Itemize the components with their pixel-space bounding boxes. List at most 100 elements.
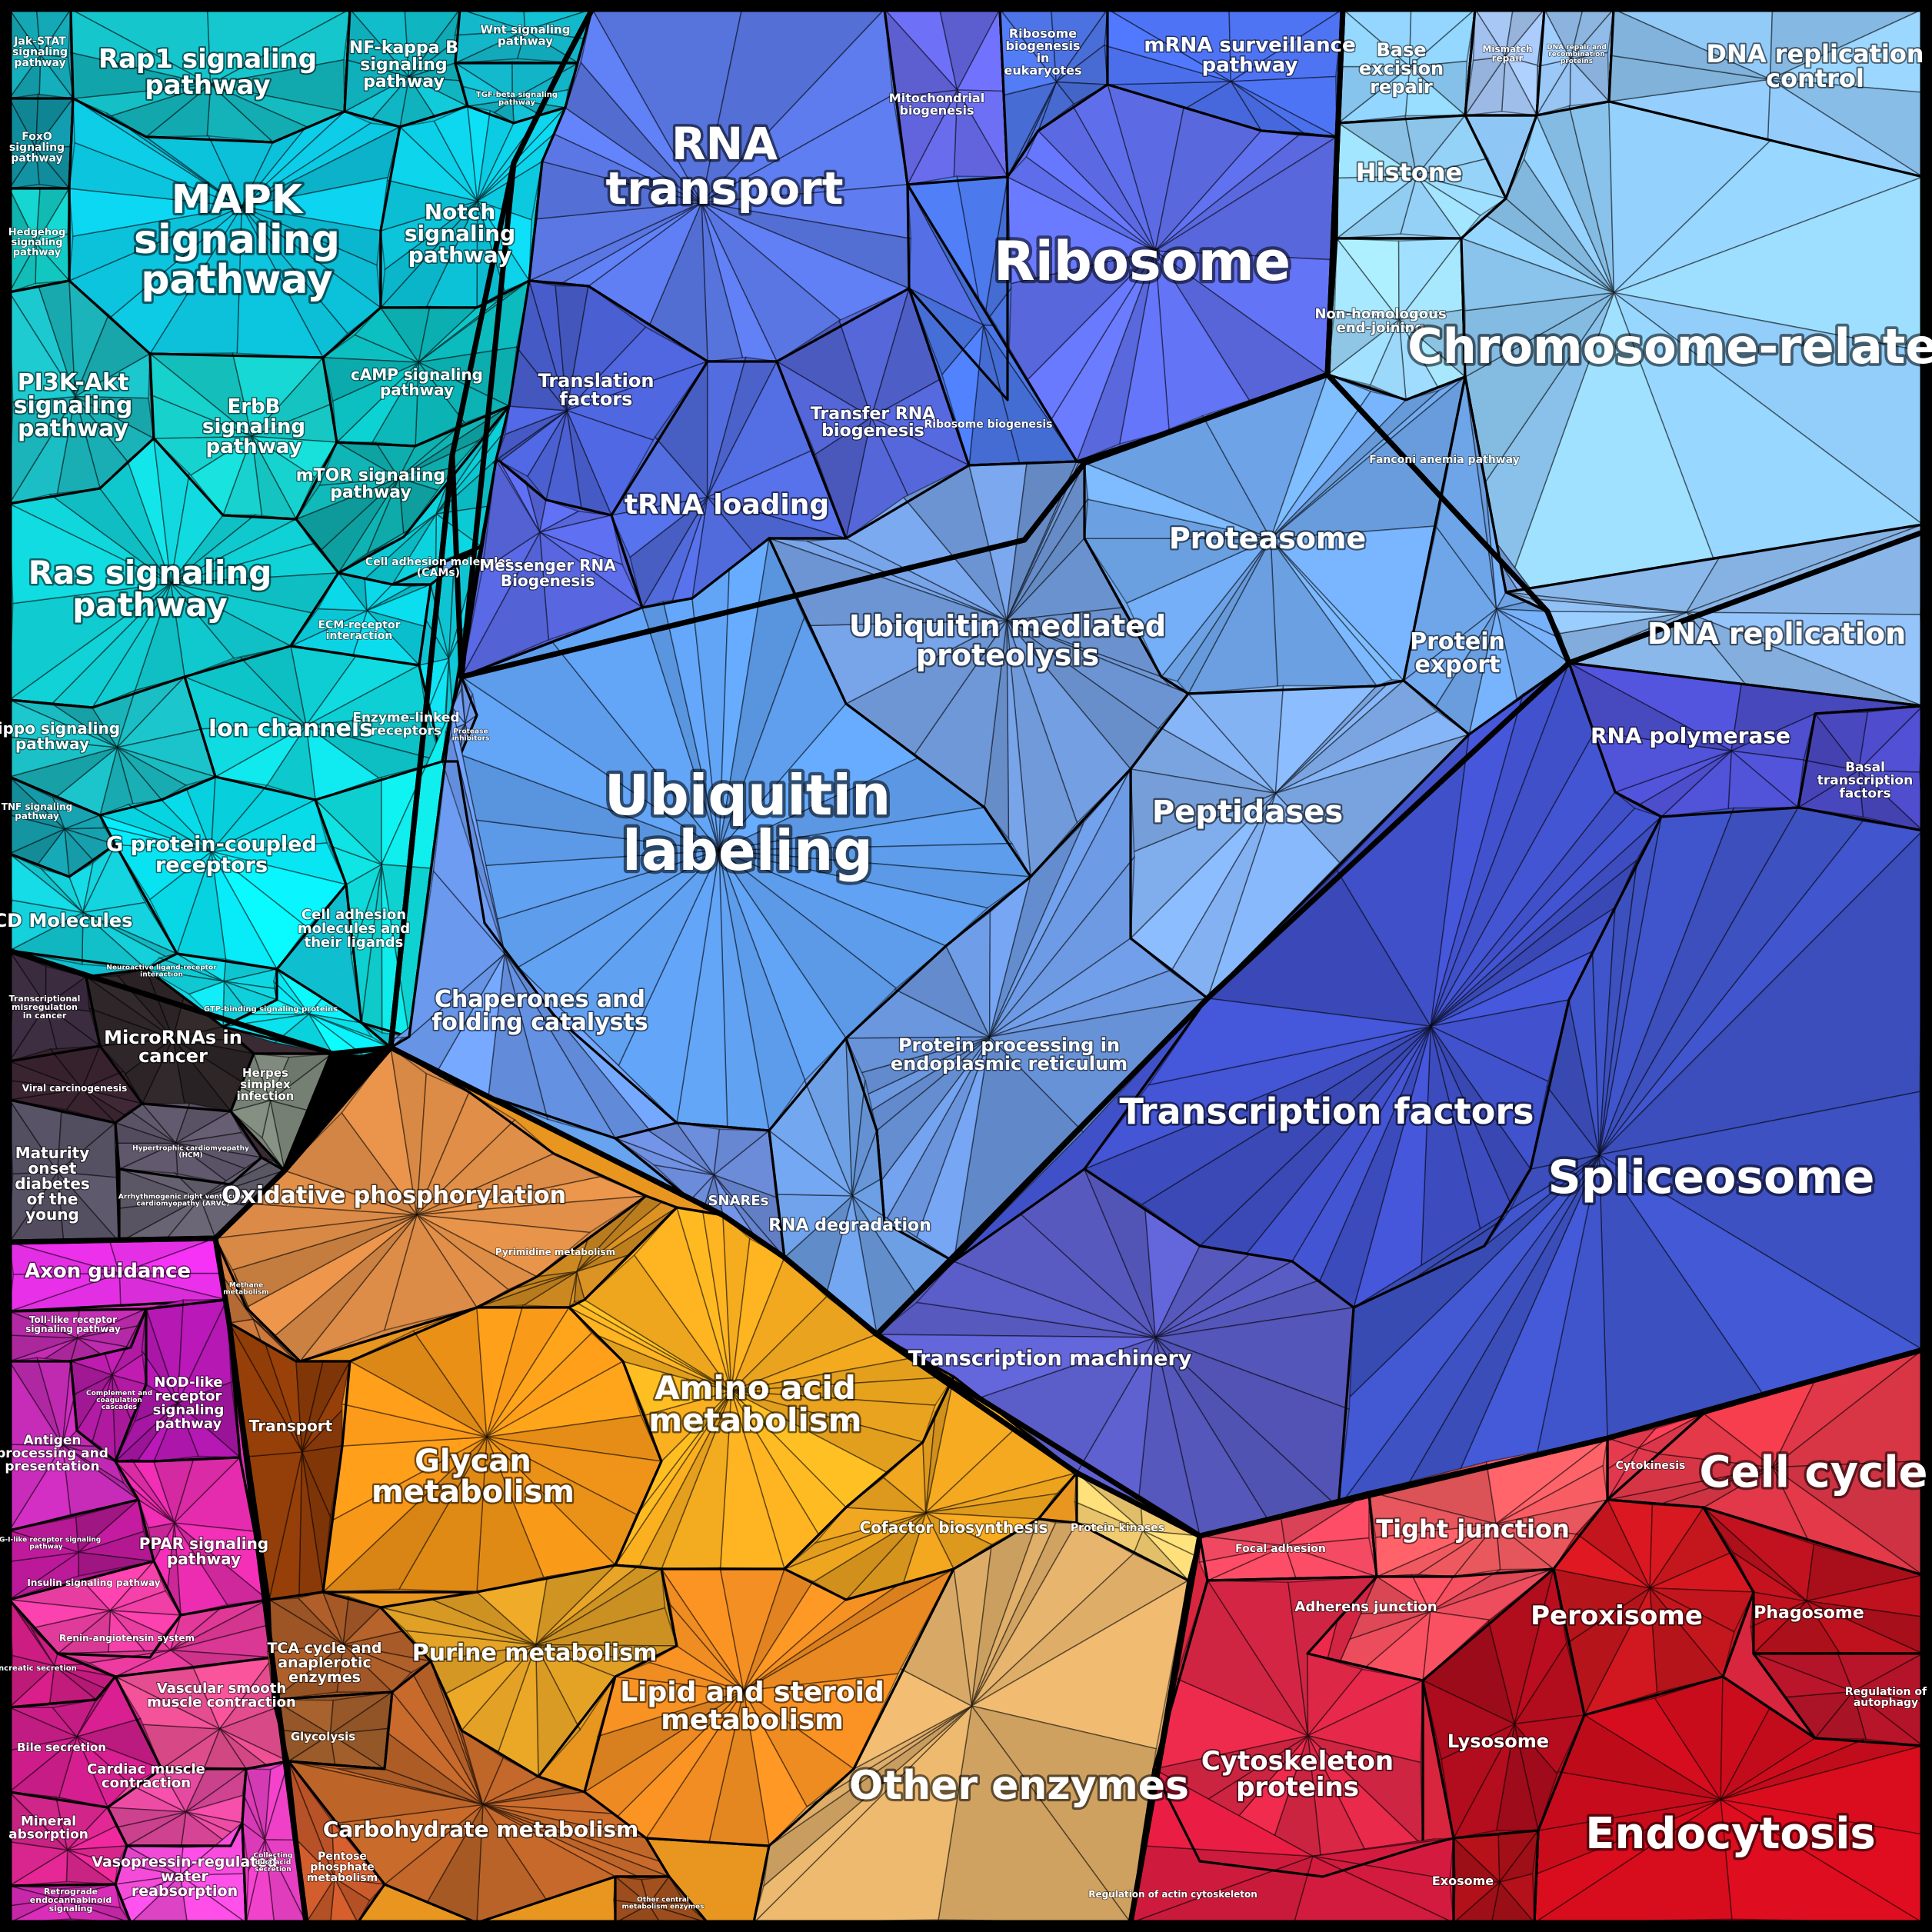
facet (1514, 1568, 1567, 1724)
facet (814, 1507, 926, 1544)
region-label: RNA polymerase (1591, 723, 1790, 748)
region-chaperones (389, 706, 678, 1140)
region-micrornas (84, 967, 255, 1113)
region-mapk (68, 97, 402, 361)
facet (49, 1045, 102, 1091)
facet (654, 359, 708, 499)
facet (58, 1884, 122, 1909)
facet (144, 135, 242, 208)
region-label: Ribosome biogenesis in eukaryotes (1004, 26, 1081, 78)
region-label: Ribosome biogenesis (924, 418, 1052, 431)
facet (488, 953, 549, 1121)
facet (580, 7, 702, 203)
facet (731, 1376, 955, 1406)
region-label: Bile secretion (17, 1740, 106, 1754)
facet (1270, 391, 1407, 540)
region-label: Proteasome (1169, 521, 1366, 555)
facet (1464, 55, 1507, 116)
facet (762, 1705, 972, 1888)
region-gpcr (98, 775, 348, 971)
region-label: Exosome (1432, 1874, 1494, 1888)
region-herpes (229, 1051, 335, 1173)
facet (48, 488, 172, 584)
facet (1504, 55, 1538, 118)
facet (701, 8, 894, 204)
region-trna-loading (610, 356, 848, 610)
region-ion (182, 645, 445, 801)
facet (970, 1579, 1190, 1750)
facet (381, 864, 410, 1038)
region-label: RNA degradation (768, 1216, 931, 1235)
region-protein-er (821, 767, 1210, 1264)
region-carbohydrate (287, 1660, 671, 1924)
region-pancreatic (7, 1597, 117, 1709)
facet (116, 1844, 181, 1877)
region-dna-replication (1504, 523, 1924, 708)
region-label: Methane metabolism (223, 1281, 268, 1296)
facet (1703, 1507, 1807, 1602)
region-mismatch (1464, 6, 1546, 118)
facet (81, 911, 148, 970)
region-pi3k (8, 279, 155, 506)
region-label: Focal adhesion (1235, 1543, 1326, 1555)
facet (1575, 1498, 1651, 1589)
facet (1730, 1550, 1807, 1602)
facet (1399, 174, 1463, 239)
region-label: Pyrimidine metabolism (495, 1247, 615, 1257)
facet (8, 1599, 55, 1667)
facet (1495, 1464, 1608, 1525)
region-transport (227, 1321, 351, 1601)
region-label: ErbB signaling pathway (202, 395, 305, 458)
facet (170, 582, 293, 659)
region-dna-replication-control (1607, 6, 1928, 178)
region-label: Pancreatic secretion (0, 1664, 77, 1673)
region-label: mTOR signaling pathway (296, 466, 446, 502)
region-label: Glycan metabolism (371, 1444, 575, 1510)
region-label: Histone (1356, 158, 1463, 187)
facet (341, 1360, 488, 1438)
facet (386, 125, 480, 202)
region-label: Axon guidance (25, 1260, 191, 1283)
facet (408, 869, 506, 1039)
region-lysosome (1421, 1567, 1586, 1840)
region-peroxisome (1552, 1498, 1755, 1717)
region-label: Enzyme-linked receptors (352, 711, 459, 739)
region-label: Transport (249, 1417, 333, 1435)
region-label: Ubiquitin mediated proteolysis (849, 609, 1166, 672)
region-tight-junction (1367, 1437, 1610, 1578)
facet (701, 202, 912, 290)
region-label: Neuroactive ligand-receptor interaction (106, 964, 217, 978)
region-wnt (454, 8, 594, 65)
facet (718, 807, 1014, 851)
facet (1598, 807, 1800, 1155)
facet (1312, 1855, 1454, 1924)
facet (1421, 1679, 1517, 1760)
region-label: Mitochondrial biogenesis (889, 91, 984, 118)
region-label: RNA transport (606, 118, 844, 215)
region-label: Peroxisome (1531, 1601, 1703, 1631)
facet (1523, 113, 1615, 293)
region-label: Ribosome (994, 230, 1291, 293)
facet (516, 29, 579, 64)
region-label: Mismatch repair (1482, 44, 1532, 64)
facet (1416, 175, 1507, 217)
region-label: PPAR signaling pathway (139, 1534, 268, 1568)
facet (134, 583, 185, 692)
facet (1568, 101, 1615, 293)
facet (899, 1567, 973, 1707)
facet (535, 1644, 617, 1731)
facet (1176, 538, 1271, 695)
facet (342, 1644, 412, 1694)
region-ribosome (1006, 83, 1339, 463)
facet (806, 1705, 972, 1807)
facet (460, 530, 550, 678)
region-label: DNA replication control (1706, 39, 1924, 93)
labels-layer: Jak-STAT signaling pathway Rap1 signaling pa… (0, 22, 1932, 1914)
region-phagosome (1702, 1506, 1926, 1656)
region-transcription-machinery (874, 1167, 1355, 1537)
facet (1429, 1568, 1501, 1613)
region-label: Complement and coagulation cascades (86, 1390, 152, 1411)
region-ribosome-biogenesis-euk (998, 7, 1110, 180)
